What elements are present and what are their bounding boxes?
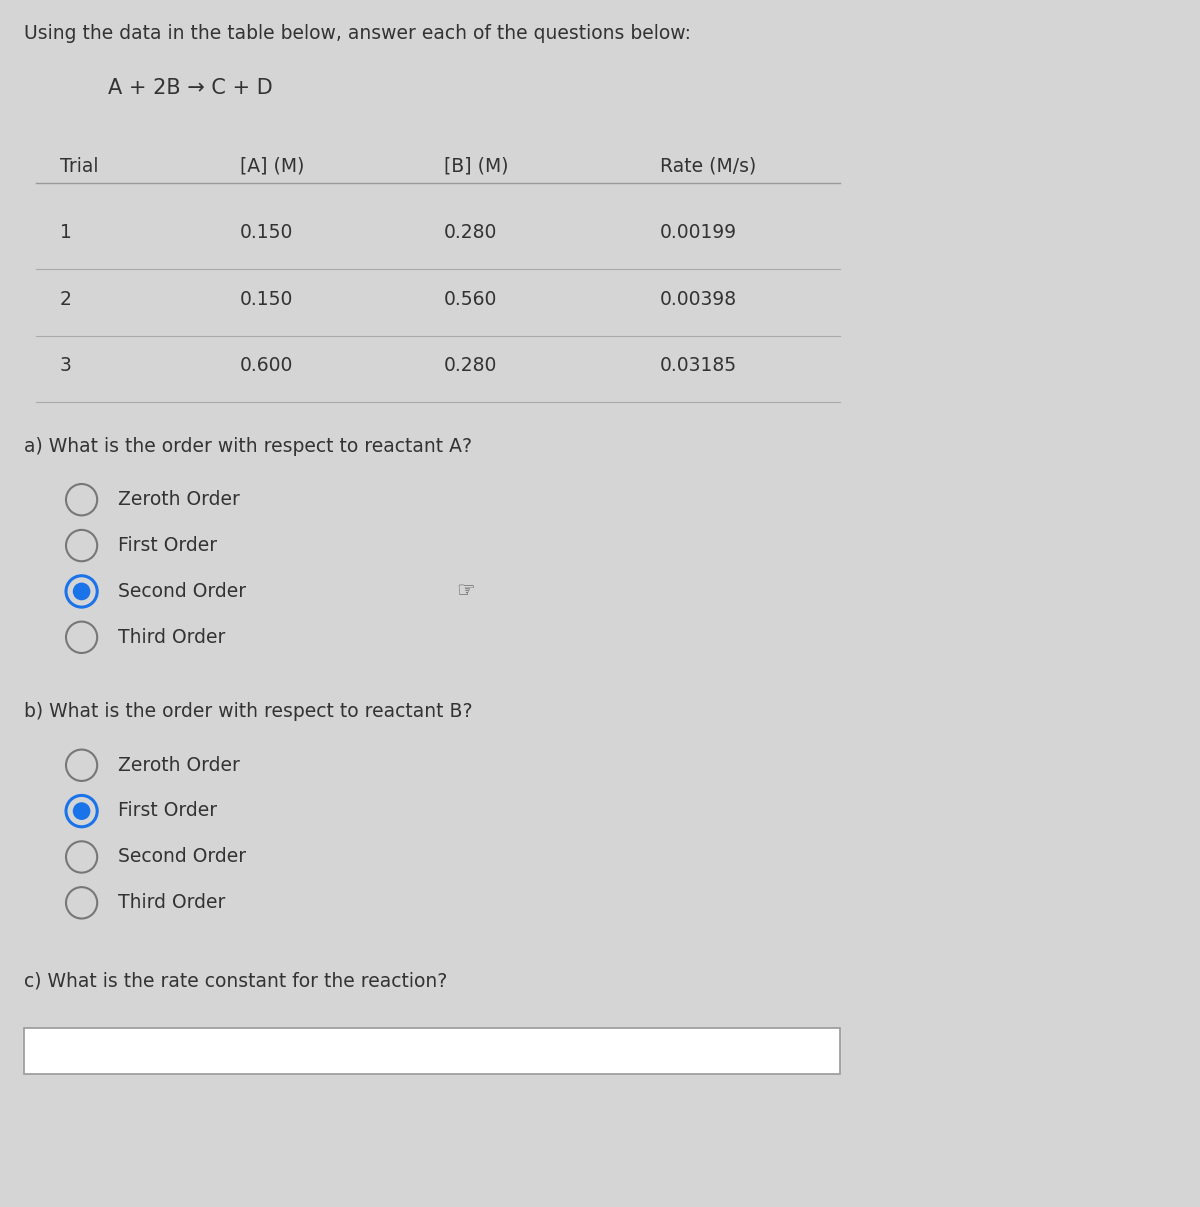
Text: Zeroth Order: Zeroth Order: [118, 490, 240, 509]
Text: b) What is the order with respect to reactant B?: b) What is the order with respect to rea…: [24, 702, 473, 722]
Text: Second Order: Second Order: [118, 847, 246, 867]
Text: Using the data in the table below, answer each of the questions below:: Using the data in the table below, answe…: [24, 24, 691, 43]
Text: 0.280: 0.280: [444, 223, 497, 243]
Text: 0.560: 0.560: [444, 290, 497, 309]
Text: c) What is the rate constant for the reaction?: c) What is the rate constant for the rea…: [24, 972, 448, 991]
Text: a) What is the order with respect to reactant A?: a) What is the order with respect to rea…: [24, 437, 472, 456]
Text: Second Order: Second Order: [118, 582, 246, 601]
Text: Zeroth Order: Zeroth Order: [118, 756, 240, 775]
Text: 0.03185: 0.03185: [660, 356, 737, 375]
Text: First Order: First Order: [118, 536, 217, 555]
Text: 0.150: 0.150: [240, 223, 293, 243]
Text: [A] (M): [A] (M): [240, 157, 305, 176]
Text: 0.150: 0.150: [240, 290, 293, 309]
Circle shape: [73, 583, 90, 600]
Text: [B] (M): [B] (M): [444, 157, 509, 176]
Text: Trial: Trial: [60, 157, 98, 176]
Text: 2: 2: [60, 290, 72, 309]
Text: 0.00398: 0.00398: [660, 290, 737, 309]
Text: Third Order: Third Order: [118, 628, 224, 647]
Text: 0.600: 0.600: [240, 356, 293, 375]
Text: ☞: ☞: [456, 582, 475, 601]
Text: 1: 1: [60, 223, 72, 243]
Text: A + 2B → C + D: A + 2B → C + D: [108, 78, 272, 99]
Text: 0.00199: 0.00199: [660, 223, 737, 243]
FancyBboxPatch shape: [24, 1028, 840, 1074]
Text: Third Order: Third Order: [118, 893, 224, 912]
Text: Rate (M/s): Rate (M/s): [660, 157, 756, 176]
Text: First Order: First Order: [118, 801, 217, 821]
Text: 3: 3: [60, 356, 72, 375]
Text: 0.280: 0.280: [444, 356, 497, 375]
Circle shape: [73, 803, 90, 820]
